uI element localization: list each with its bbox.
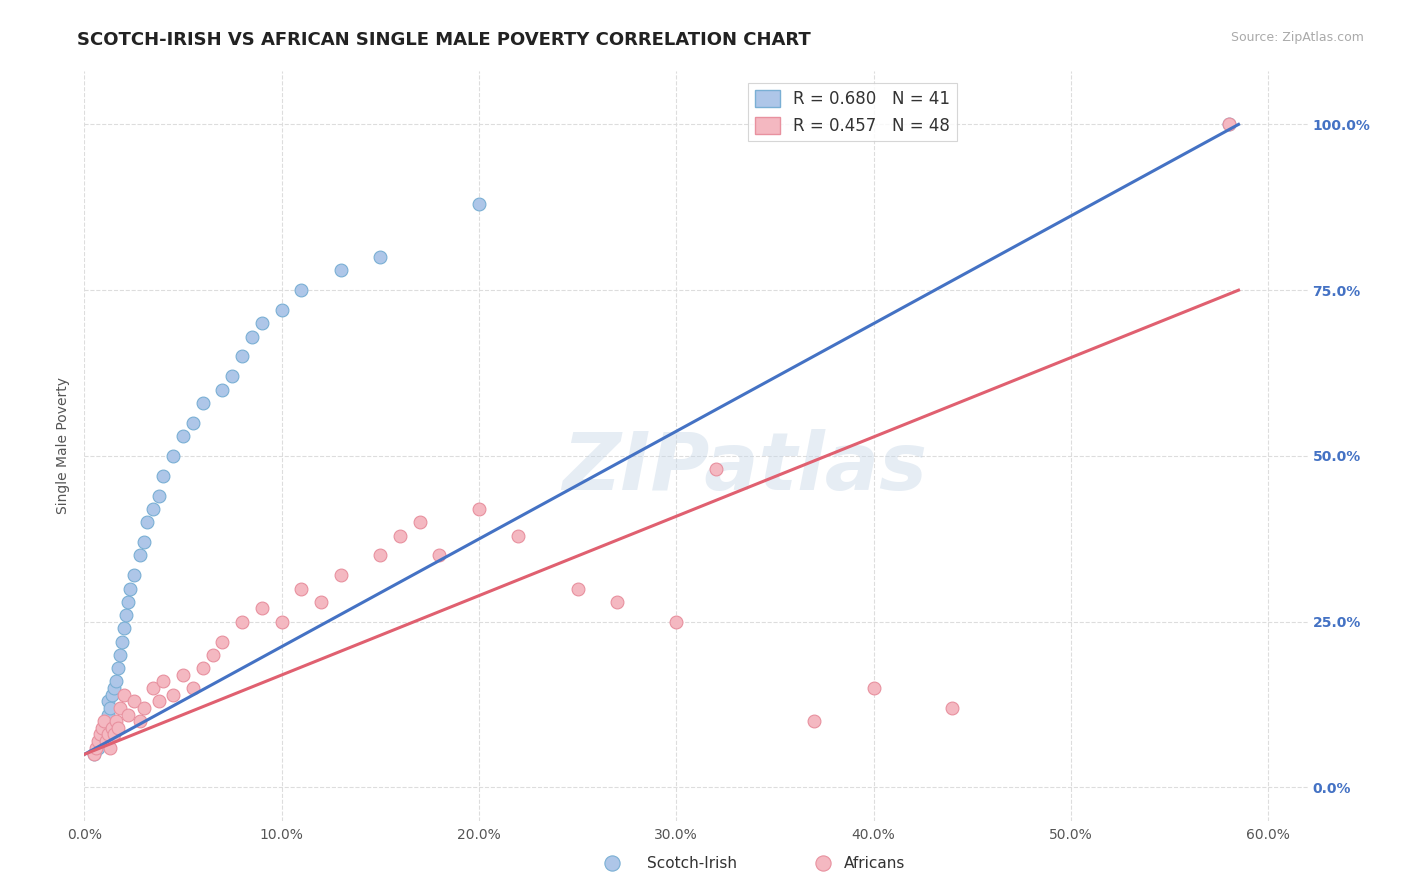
Point [94, 714, 117, 728]
Point [191, 661, 214, 675]
Point [368, 250, 391, 264]
Text: ZIPatlas: ZIPatlas [562, 429, 928, 508]
Point [152, 674, 174, 689]
Point [172, 667, 194, 681]
Point [309, 595, 332, 609]
Point [132, 701, 155, 715]
Point [508, 528, 530, 542]
Point [83, 747, 105, 762]
Point [1218, 117, 1240, 131]
Point [231, 350, 253, 364]
Text: Africans: Africans [844, 856, 905, 871]
Point [468, 197, 491, 211]
Point [101, 688, 124, 702]
Point [941, 701, 963, 715]
Point [103, 681, 125, 695]
Point [231, 615, 253, 629]
Point [250, 601, 273, 615]
Point [111, 634, 134, 648]
Point [83, 747, 105, 762]
Point [89, 734, 111, 748]
Point [290, 582, 312, 596]
Point [132, 535, 155, 549]
Point [567, 582, 589, 596]
Point [162, 449, 184, 463]
Point [270, 303, 292, 318]
Point [148, 694, 170, 708]
Point [118, 582, 141, 596]
Point [103, 727, 125, 741]
Text: Scotch-Irish: Scotch-Irish [647, 856, 737, 871]
Point [117, 595, 139, 609]
Point [181, 416, 204, 430]
Point [1218, 117, 1240, 131]
Point [142, 502, 165, 516]
Point [98, 740, 121, 755]
Point [290, 283, 312, 297]
Point [181, 681, 204, 695]
Point [172, 429, 194, 443]
Point [148, 489, 170, 503]
Point [117, 707, 139, 722]
Point [107, 661, 129, 675]
Point [114, 608, 136, 623]
Point [98, 701, 121, 715]
Point [107, 721, 129, 735]
Point [108, 648, 131, 662]
Point [128, 549, 150, 563]
Point [93, 721, 115, 735]
Point [94, 734, 117, 748]
Point [250, 316, 273, 330]
Point [240, 329, 263, 343]
Point [104, 714, 127, 728]
Point [93, 714, 115, 728]
Point [91, 721, 114, 735]
Point [329, 568, 352, 582]
Point [128, 714, 150, 728]
Point [162, 688, 184, 702]
Point [104, 674, 127, 689]
Legend: R = 0.680   N = 41, R = 0.457   N = 48: R = 0.680 N = 41, R = 0.457 N = 48 [748, 84, 956, 142]
Point [329, 263, 352, 277]
Point [429, 549, 451, 563]
Point [152, 468, 174, 483]
Point [211, 383, 233, 397]
Point [112, 621, 135, 635]
Point [270, 615, 292, 629]
Point [101, 721, 124, 735]
Point [803, 714, 825, 728]
Point [108, 701, 131, 715]
Point [89, 727, 111, 741]
Point [191, 396, 214, 410]
Point [201, 648, 224, 662]
Point [665, 615, 688, 629]
Point [409, 515, 432, 529]
Point [122, 694, 145, 708]
Text: SCOTCH-IRISH VS AFRICAN SINGLE MALE POVERTY CORRELATION CHART: SCOTCH-IRISH VS AFRICAN SINGLE MALE POVE… [77, 31, 811, 49]
Point [600, 856, 623, 871]
Point [87, 740, 110, 755]
Point [704, 462, 727, 476]
Point [221, 369, 243, 384]
Point [211, 634, 233, 648]
Y-axis label: Single Male Poverty: Single Male Poverty [56, 377, 70, 515]
Point [368, 549, 391, 563]
Point [811, 856, 834, 871]
Point [87, 734, 110, 748]
Point [862, 681, 884, 695]
Point [97, 694, 120, 708]
Point [389, 528, 412, 542]
Point [97, 707, 120, 722]
Point [112, 688, 135, 702]
Point [142, 681, 165, 695]
Text: Source: ZipAtlas.com: Source: ZipAtlas.com [1230, 31, 1364, 45]
Point [468, 502, 491, 516]
Point [91, 727, 114, 741]
Point [122, 568, 145, 582]
Point [97, 727, 120, 741]
Point [84, 740, 107, 755]
Point [136, 515, 159, 529]
Point [606, 595, 628, 609]
